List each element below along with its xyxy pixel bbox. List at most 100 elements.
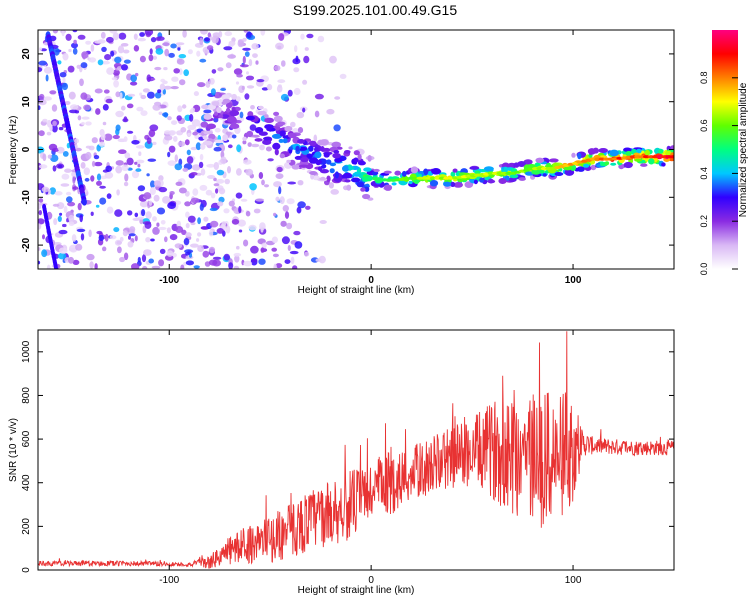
- spectrogram-noise-blob: [205, 81, 211, 88]
- spectrogram-ridge-blob: [264, 124, 274, 130]
- spectrogram-noise-blob: [233, 265, 240, 269]
- spectrogram-noise-blob: [118, 32, 127, 40]
- spectrogram-noise-blob: [127, 241, 134, 248]
- spectrogram-noise-blob: [175, 181, 183, 186]
- spectrogram-noise-blob: [59, 72, 67, 78]
- spectrogram-noise-blob: [190, 146, 198, 151]
- spectrogram-noise-blob: [213, 117, 219, 123]
- spectrogram-noise-blob: [93, 155, 100, 160]
- spectrogram-noise-blob: [205, 189, 213, 196]
- spectrogram-ridge-blob: [276, 121, 286, 126]
- spectrogram-noise-blob: [261, 87, 269, 91]
- spectrogram-ridge-blob: [287, 132, 297, 139]
- snr-ytick-label: 1000: [21, 340, 32, 363]
- spectrogram-ridge-blob: [464, 181, 474, 189]
- spectrogram-ridge-blob: [531, 169, 541, 175]
- spectrogram-noise-blob: [290, 256, 295, 265]
- spectrogram-noise-blob: [112, 134, 120, 140]
- spectrogram-ridge-blob: [383, 184, 393, 191]
- spectrogram-noise-blob: [106, 206, 114, 214]
- spectrogram-ridge-blob: [353, 150, 360, 156]
- spectrogram-noise-blob: [68, 221, 75, 226]
- spectrogram-noise-blob: [177, 47, 181, 51]
- spectrogram-noise-blob: [54, 191, 63, 196]
- spectrogram-ridge-blob: [509, 174, 519, 179]
- spectrogram-noise-blob: [136, 106, 144, 112]
- spectrogram-noise-blob: [203, 109, 212, 114]
- spectrogram-ridge-blob: [450, 171, 456, 178]
- snr-xlabel: Height of straight line (km): [298, 585, 415, 596]
- spectrogram-ridge-blob: [333, 150, 340, 154]
- spectrogram-ridge-blob: [291, 164, 300, 170]
- spectrogram-ridge-blob: [401, 170, 407, 177]
- spectrogram-noise-blob: [248, 224, 257, 231]
- spectrogram-noise-blob: [123, 181, 129, 187]
- spectrogram-ridge-blob: [254, 138, 263, 142]
- spectrogram-noise-blob: [156, 222, 160, 227]
- spectrogram-noise-blob: [185, 222, 190, 229]
- spectrogram-noise-blob: [158, 226, 167, 231]
- spectrogram-noise-blob: [135, 145, 145, 149]
- spectrogram-noise-blob: [186, 149, 191, 156]
- spectrogram-noise-blob: [52, 203, 60, 207]
- spectrogram-noise-blob: [281, 236, 290, 245]
- spectrogram-noise-blob: [195, 142, 201, 151]
- spectrogram-noise-blob: [204, 37, 211, 42]
- spectrogram-noise-blob: [233, 68, 243, 75]
- spectrogram-noise-blob: [152, 141, 157, 146]
- spectrogram-noise-blob: [134, 161, 138, 165]
- spectrogram-noise-blob: [225, 225, 231, 234]
- spectrogram-ridge-blob: [334, 171, 339, 179]
- spectrogram-ridge-blob: [658, 149, 664, 154]
- spectrogram-ridge-blob: [473, 179, 478, 185]
- spectrogram-noise-blob: [339, 73, 347, 79]
- spectrogram-noise-blob: [153, 180, 161, 187]
- spectrogram-ridge-blob: [353, 157, 359, 162]
- spectrogram-noise-blob: [313, 134, 318, 142]
- spectrogram-noise-blob: [216, 228, 224, 234]
- spectrogram-noise-blob: [96, 173, 102, 181]
- spectrogram-noise-blob: [190, 107, 195, 113]
- spectrogram-noise-blob: [62, 52, 69, 61]
- spectrogram-noise-blob: [59, 212, 63, 216]
- spectrogram-ridge-blob: [640, 163, 648, 167]
- spectrogram-ridge-blob: [286, 159, 291, 163]
- spectrogram-noise-blob: [123, 252, 129, 261]
- spectrogram-ridge-blob: [257, 110, 267, 116]
- spectrogram-noise-blob: [120, 43, 129, 47]
- spectrogram-noise-blob: [255, 198, 265, 202]
- spectrogram-noise-blob: [182, 167, 189, 172]
- spectrogram-ridge-blob: [383, 170, 392, 174]
- colorbar-tick-label: 0.4: [699, 167, 709, 180]
- spectrogram-trace-blob: [81, 198, 87, 206]
- spectrogram-trace-blob: [54, 266, 59, 269]
- spectrogram-ridge-blob: [306, 153, 313, 159]
- spectrogram-xtick-label: 100: [565, 275, 582, 286]
- spectrogram-noise-blob: [235, 192, 243, 199]
- spectrogram-noise-blob: [208, 246, 216, 254]
- spectrogram-ridge-blob: [308, 145, 314, 152]
- spectrogram-noise-blob: [114, 239, 122, 246]
- spectrogram-noise-blob: [95, 108, 101, 115]
- spectrogram-noise-blob: [85, 121, 92, 126]
- spectrogram-noise-blob: [98, 141, 106, 147]
- spectrogram-ridge-blob: [362, 193, 371, 200]
- spectrogram-ridge-blob: [623, 147, 632, 152]
- spectrogram-noise-blob: [168, 145, 176, 153]
- spectrogram-noise-blob: [164, 130, 171, 135]
- spectrogram-noise-blob: [157, 89, 162, 94]
- spectrogram-noise-blob: [200, 168, 206, 176]
- spectrogram-noise-blob: [64, 101, 71, 105]
- spectrogram-ridge-blob: [391, 182, 397, 186]
- spectrogram-noise-blob: [199, 58, 207, 63]
- spectrogram-noise-blob: [101, 46, 107, 53]
- spectrogram-noise-blob: [210, 88, 216, 96]
- spectrogram-noise-blob: [135, 72, 139, 77]
- spectrogram-noise-blob: [174, 154, 178, 163]
- spectrogram-noise-blob: [238, 229, 243, 233]
- spectrogram-noise-blob: [183, 69, 189, 77]
- spectrogram-noise-blob: [197, 217, 202, 225]
- spectrogram-ridge-blob: [469, 166, 480, 170]
- spectrogram-noise-blob: [317, 35, 325, 43]
